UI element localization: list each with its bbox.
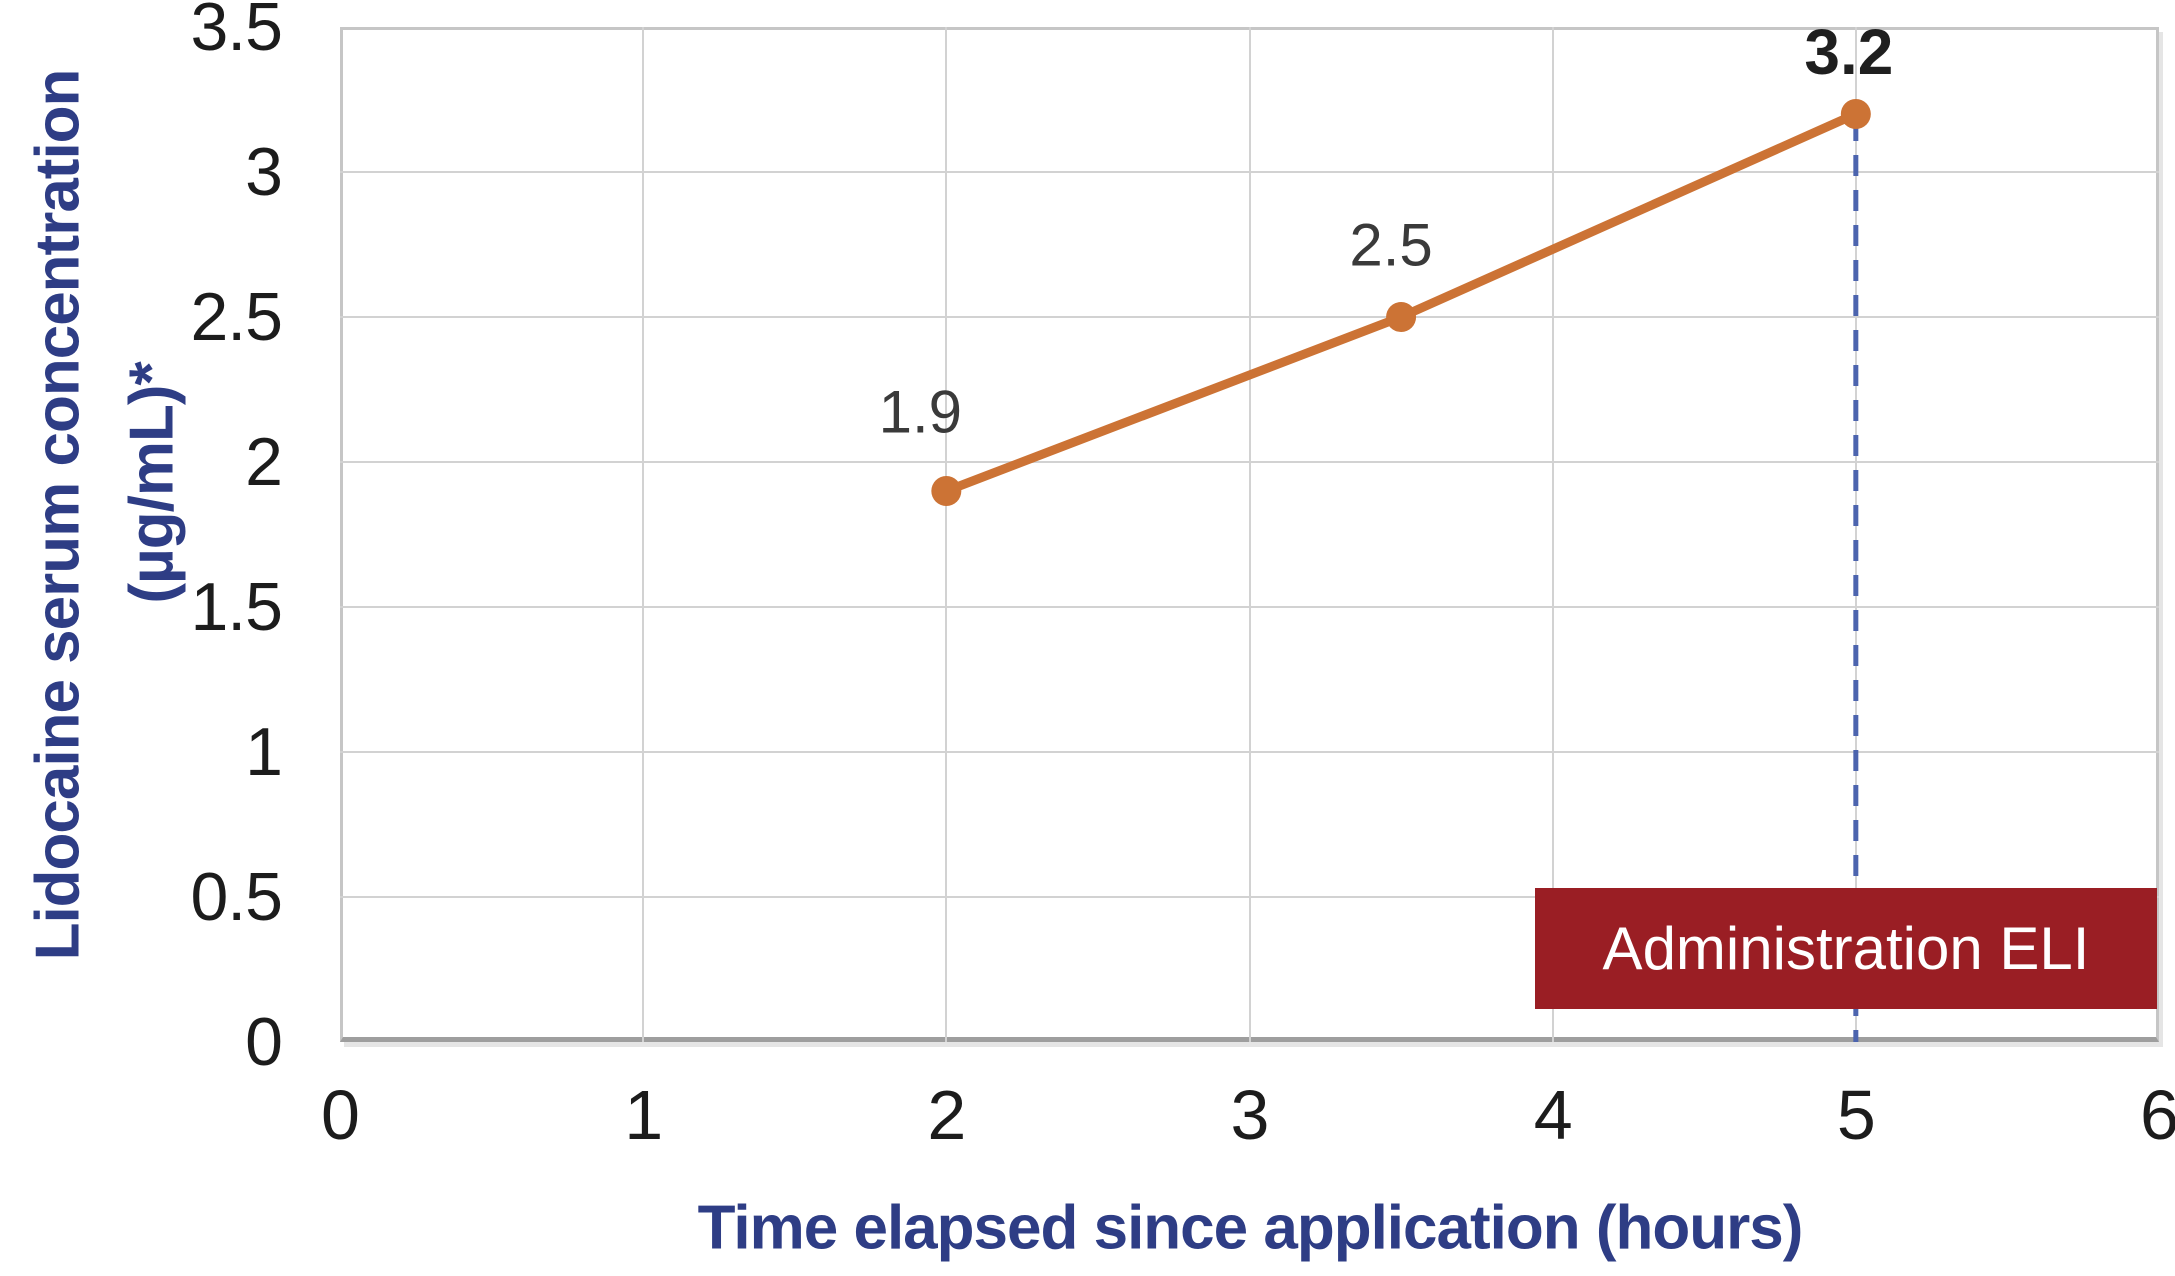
x-tick-label: 2	[927, 1076, 966, 1154]
y-tick-label: 3	[245, 134, 283, 210]
data-point	[1386, 302, 1417, 332]
y-tick-label: 0	[245, 1004, 283, 1080]
y-tick-label: 0.5	[190, 859, 283, 935]
x-tick-label: 3	[1230, 1076, 1270, 1154]
gridline-vertical	[642, 27, 645, 1042]
y-tick-label: 2.5	[190, 279, 283, 355]
gridline-horizontal	[340, 896, 2159, 898]
x-tick-label: 5	[1836, 1076, 1876, 1154]
gridline-vertical	[1854, 27, 1857, 1042]
data-point-label: 3.2	[1804, 16, 1894, 88]
gridline-vertical	[945, 27, 948, 1042]
data-point-label: 2.5	[1349, 211, 1433, 279]
gridline-vertical	[1551, 27, 1554, 1042]
gridline-horizontal	[340, 751, 2159, 753]
gridline-vertical	[1248, 27, 1251, 1042]
gridline-horizontal	[340, 606, 2159, 608]
gridline-horizontal	[340, 316, 2159, 318]
y-tick-label: 1.5	[190, 569, 283, 645]
x-tick-label: 1	[624, 1076, 663, 1154]
x-tick-label: 6	[2140, 1076, 2175, 1154]
data-point	[1840, 99, 1871, 129]
x-axis-title: Time elapsed since application (hours)	[697, 1193, 1804, 1263]
gridline-horizontal	[340, 171, 2159, 173]
x-tick-label: 0	[321, 1076, 360, 1154]
y-tick-label: 2	[245, 424, 283, 500]
annotation-box-label: Administration ELI	[1602, 915, 2090, 982]
y-tick-label: 3.5	[190, 0, 283, 65]
y-tick-label: 1	[245, 714, 283, 790]
gridline-horizontal	[340, 461, 2159, 463]
annotation-box: Administration ELI	[1535, 888, 2157, 1009]
x-tick-label: 4	[1533, 1076, 1573, 1154]
data-point	[931, 476, 962, 506]
data-point-label: 1.9	[878, 378, 963, 446]
